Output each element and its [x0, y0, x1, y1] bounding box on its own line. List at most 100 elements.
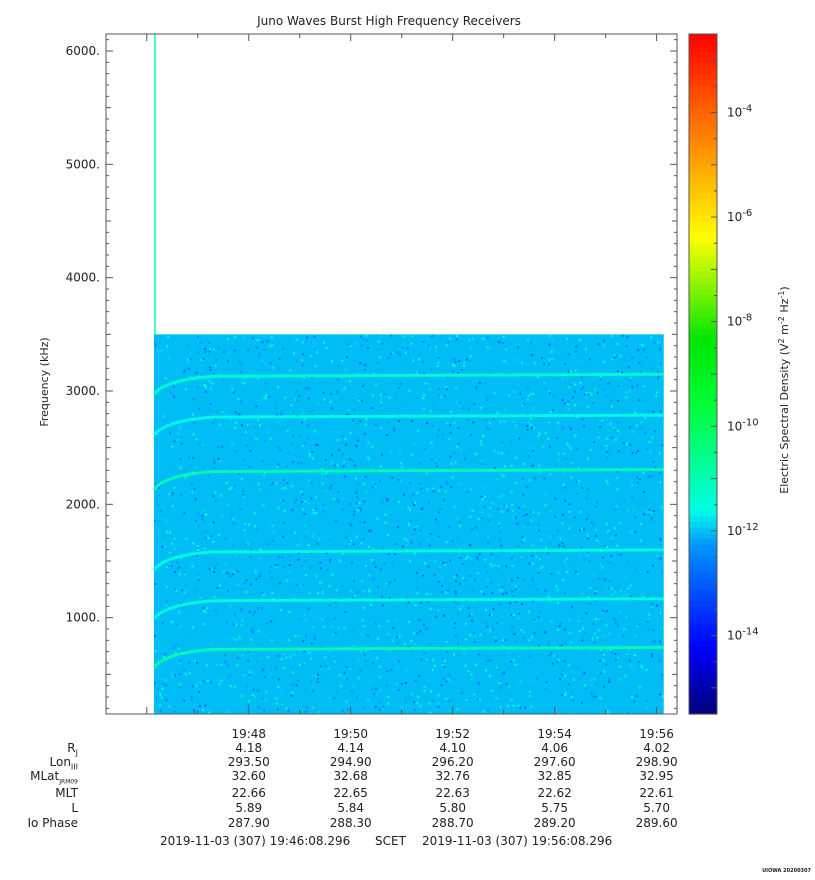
noise-pixel	[333, 617, 336, 620]
noise-pixel	[305, 706, 308, 709]
noise-pixel	[631, 696, 634, 698]
noise-pixel	[386, 498, 389, 501]
noise-pixel	[561, 522, 564, 525]
noise-pixel	[291, 684, 294, 686]
noise-pixel	[505, 565, 508, 568]
noise-pixel	[188, 672, 191, 675]
noise-pixel	[613, 429, 616, 432]
noise-pixel	[280, 658, 283, 661]
y-tick-label: 6000.	[66, 44, 100, 58]
noise-pixel	[161, 349, 164, 352]
noise-pixel	[290, 411, 293, 414]
noise-pixel	[534, 362, 537, 365]
noise-pixel	[257, 630, 260, 633]
noise-pixel	[171, 492, 174, 494]
noise-pixel	[583, 393, 586, 396]
noise-pixel	[600, 651, 603, 654]
noise-pixel	[261, 359, 264, 362]
noise-pixel	[580, 528, 583, 531]
noise-pixel	[267, 656, 270, 659]
noise-pixel	[275, 407, 278, 410]
noise-pixel	[343, 627, 346, 630]
noise-pixel	[560, 644, 563, 647]
noise-pixel	[177, 626, 180, 628]
noise-pixel	[237, 584, 240, 586]
noise-pixel	[235, 554, 237, 557]
noise-pixel	[647, 409, 650, 412]
noise-pixel	[414, 360, 417, 362]
colorbar-segment	[689, 51, 717, 58]
noise-pixel	[253, 512, 256, 515]
noise-pixel	[648, 613, 651, 616]
noise-pixel	[586, 554, 589, 557]
noise-pixel	[174, 383, 177, 386]
noise-pixel	[355, 696, 358, 699]
noise-pixel	[345, 700, 348, 703]
noise-pixel	[639, 371, 642, 374]
noise-pixel	[331, 462, 334, 465]
noise-pixel	[412, 356, 414, 359]
noise-pixel	[347, 343, 350, 346]
noise-pixel	[197, 575, 200, 578]
noise-pixel	[583, 425, 585, 428]
noise-pixel	[348, 409, 351, 412]
noise-pixel	[173, 440, 176, 443]
noise-pixel	[511, 625, 514, 628]
noise-pixel	[558, 544, 560, 546]
noise-pixel	[307, 544, 310, 547]
noise-pixel	[161, 379, 164, 382]
noise-pixel	[363, 521, 366, 524]
noise-pixel	[616, 470, 619, 473]
noise-pixel	[618, 678, 621, 680]
chart-title: Juno Waves Burst High Frequency Receiver…	[256, 14, 521, 28]
noise-pixel	[548, 369, 551, 372]
noise-pixel	[475, 663, 478, 666]
colorbar-segment	[689, 498, 717, 505]
noise-pixel	[585, 612, 588, 615]
noise-pixel	[548, 390, 551, 393]
noise-pixel	[638, 477, 641, 480]
noise-pixel	[499, 531, 501, 534]
noise-pixel	[311, 410, 314, 412]
noise-pixel	[599, 697, 602, 700]
noise-pixel	[278, 581, 281, 584]
noise-pixel	[302, 353, 304, 356]
noise-pixel	[625, 391, 628, 394]
emission-band-3	[152, 468, 664, 491]
colorbar-segment	[689, 663, 717, 670]
noise-pixel	[283, 566, 286, 568]
noise-pixel	[447, 678, 450, 681]
noise-pixel	[551, 409, 554, 412]
noise-pixel	[349, 502, 352, 505]
noise-pixel	[162, 656, 165, 658]
noise-pixel	[188, 367, 191, 370]
noise-pixel	[658, 472, 661, 474]
noise-pixel	[199, 419, 202, 422]
noise-pixel	[631, 386, 634, 389]
noise-pixel	[486, 337, 489, 339]
noise-pixel	[260, 609, 263, 612]
noise-pixel	[458, 484, 461, 486]
noise-pixel	[615, 355, 618, 358]
noise-pixel	[368, 590, 371, 593]
noise-pixel	[599, 376, 602, 379]
noise-pixel	[245, 591, 248, 594]
noise-pixel	[451, 416, 454, 419]
noise-pixel	[171, 672, 174, 675]
noise-pixel	[307, 437, 310, 440]
noise-pixel	[359, 335, 362, 338]
colorbar-segment	[689, 606, 717, 613]
noise-pixel	[639, 686, 642, 689]
noise-pixel	[236, 657, 239, 660]
noise-pixel	[481, 517, 484, 519]
noise-pixel	[370, 590, 373, 593]
colorbar-segment	[689, 209, 717, 216]
noise-pixel	[380, 427, 382, 429]
noise-pixel	[197, 573, 200, 576]
noise-pixel	[630, 665, 633, 668]
noise-pixel	[501, 394, 504, 397]
noise-pixel	[190, 695, 193, 698]
noise-pixel	[425, 472, 428, 475]
noise-pixel	[234, 523, 237, 526]
noise-pixel	[470, 612, 473, 615]
